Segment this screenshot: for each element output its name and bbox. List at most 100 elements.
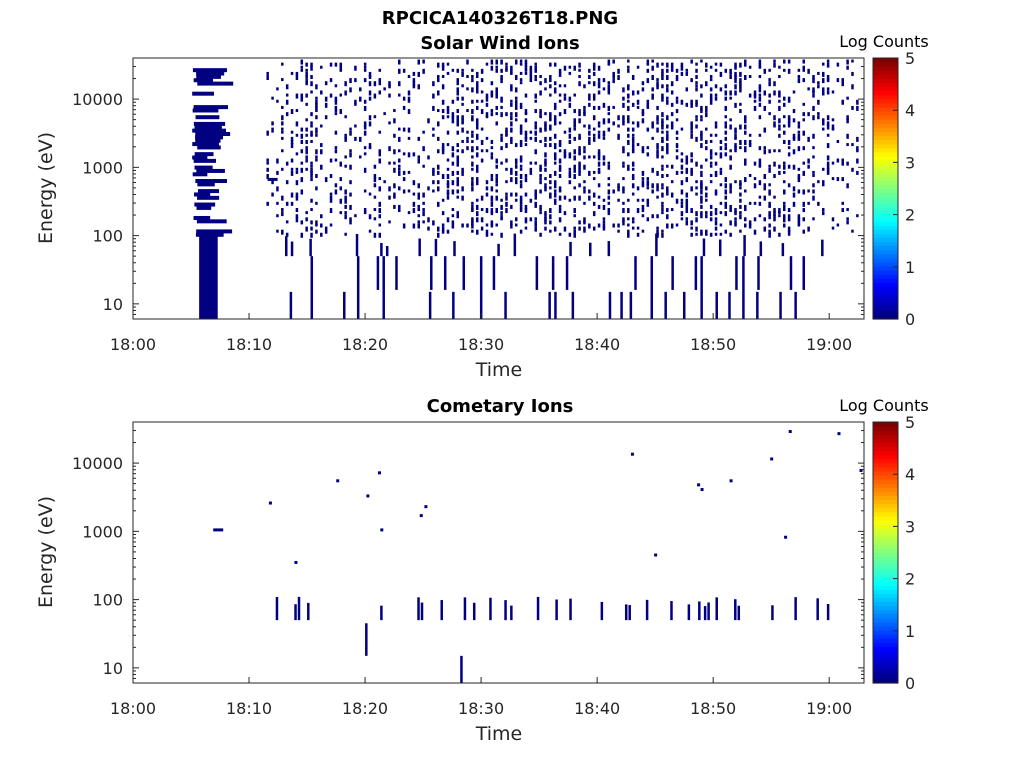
count-cell [573, 109, 576, 114]
count-cell [310, 208, 313, 212]
count-cell [641, 229, 645, 233]
count-cell [490, 198, 494, 202]
count-cell [519, 102, 523, 107]
colorbar-segment [873, 625, 898, 631]
count-line [569, 598, 572, 621]
count-cell [485, 208, 489, 214]
count-cell [388, 81, 391, 87]
count-cell [195, 131, 231, 136]
count-cell [651, 183, 654, 189]
count-line [664, 291, 667, 319]
count-line [452, 291, 455, 319]
count-cell [514, 105, 518, 110]
count-cell [417, 158, 421, 164]
count-cell [441, 226, 445, 231]
count-cell [295, 71, 299, 76]
count-cell [836, 177, 840, 182]
count-cell [558, 121, 562, 125]
count-cell [588, 96, 591, 101]
count-cell [383, 87, 386, 91]
count-cell [471, 177, 474, 181]
count-cell [505, 180, 508, 184]
count-cell [534, 226, 537, 232]
count-cell [656, 146, 659, 150]
count-line [294, 604, 297, 621]
count-cell [295, 208, 299, 213]
count-cell [437, 90, 440, 96]
count-cell [690, 232, 693, 237]
count-cell [300, 139, 304, 144]
count-cell [612, 59, 615, 64]
count-cell [592, 192, 596, 198]
count-line [794, 597, 797, 621]
colorbar-segment [873, 479, 898, 484]
count-cell [661, 112, 664, 118]
count-cell [500, 232, 503, 238]
count-cell [714, 152, 718, 156]
count-cell [792, 133, 796, 139]
count-cell [602, 161, 606, 166]
count-cell [451, 214, 455, 218]
count-cell [719, 139, 723, 144]
count-cell [641, 214, 645, 218]
count-cell [734, 149, 737, 153]
count-cell [437, 226, 440, 232]
count-cell [549, 195, 552, 199]
count-cell [748, 93, 752, 98]
count-cell [558, 232, 562, 236]
count-cell [627, 127, 630, 132]
count-cell [661, 155, 664, 159]
count-cell [666, 133, 669, 139]
count-cell [334, 130, 338, 135]
count-cell [500, 204, 503, 210]
count-cell [276, 99, 279, 103]
count-cell [763, 146, 767, 150]
count-cell [295, 133, 299, 137]
count-cell [597, 155, 601, 161]
count-cell [753, 90, 757, 96]
count-cell [802, 59, 806, 64]
count-cell [324, 96, 328, 102]
count-cell [700, 180, 703, 186]
count-cell [441, 75, 445, 79]
count-cell [471, 167, 474, 171]
count-cell [196, 205, 212, 210]
count-event [859, 468, 863, 472]
count-cell [539, 139, 542, 143]
count-cell [787, 146, 791, 150]
count-cell [583, 155, 586, 160]
count-cell [817, 81, 820, 85]
count-cell [690, 121, 693, 126]
colorbar-segment [873, 249, 898, 255]
count-cell [510, 87, 513, 92]
count-cell [627, 139, 630, 145]
count-cell [826, 90, 830, 95]
count-cell [666, 87, 669, 93]
count-cell [836, 223, 840, 227]
count-cell [553, 183, 557, 189]
count-cell [739, 87, 742, 93]
count-cell [451, 161, 455, 166]
count-cell [817, 112, 820, 116]
count-line [489, 597, 492, 621]
count-cell [627, 118, 630, 124]
count-cell [627, 232, 630, 238]
count-cell [524, 177, 528, 183]
count-line [698, 601, 701, 621]
count-cell [402, 96, 406, 101]
count-cell [271, 121, 274, 126]
count-cell [846, 208, 849, 212]
colorbar-segment [873, 139, 898, 145]
colorbar-segment [873, 552, 898, 558]
count-cell [705, 81, 708, 87]
count-cell [821, 87, 825, 93]
count-cell [563, 84, 567, 88]
count-cell [734, 220, 737, 225]
count-cell [705, 105, 708, 110]
count-cell [602, 220, 606, 224]
count-cell [724, 177, 728, 183]
count-cell [588, 136, 591, 141]
count-event [770, 457, 774, 461]
count-cell [553, 105, 557, 110]
count-cell [437, 109, 440, 113]
